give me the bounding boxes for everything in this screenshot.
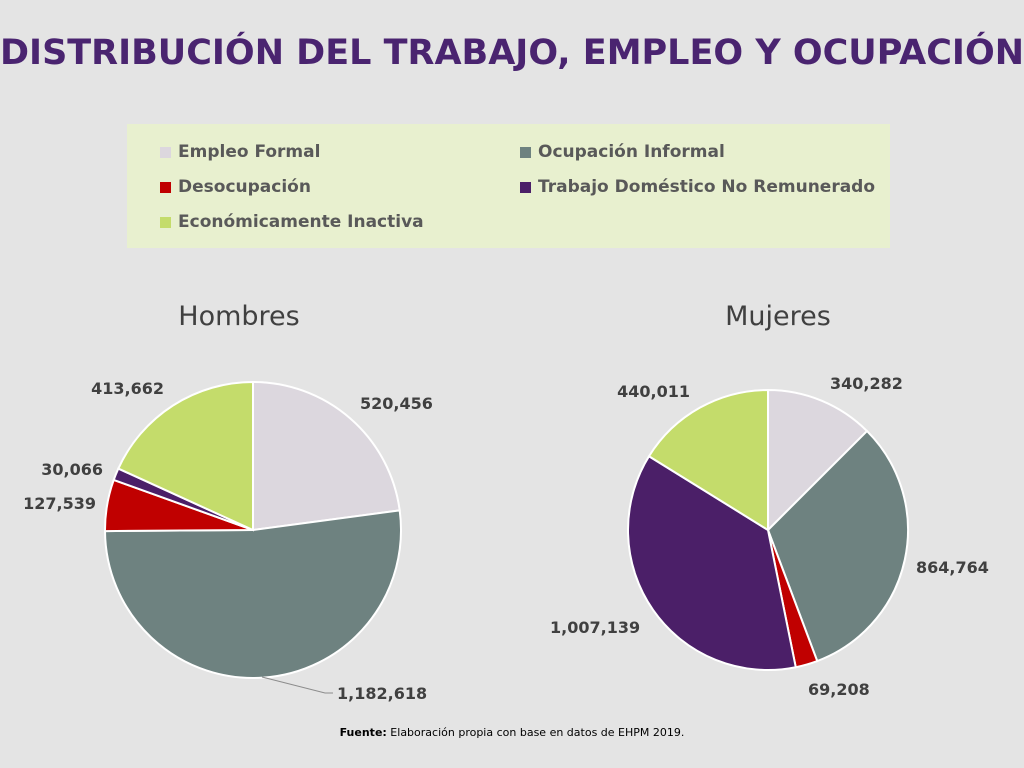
legend-label: Trabajo Doméstico No Remunerado xyxy=(538,177,876,197)
legend-swatch-empleo-formal xyxy=(160,146,171,158)
data-label-empleo-formal: 340,282 xyxy=(830,374,903,393)
legend-swatch-ocupacion-informal xyxy=(520,146,531,158)
legend-swatch-trabajo-domestico xyxy=(520,181,531,193)
pie-slice-economicamente-inactiva xyxy=(117,380,254,532)
data-label-ocupacion-informal: 864,764 xyxy=(916,558,989,577)
data-label-trabajo-domestico: 30,066 xyxy=(41,460,103,479)
leader-line xyxy=(261,676,333,694)
chart-title-hombres: Hombres xyxy=(178,301,300,332)
legend-label: Desocupación xyxy=(178,177,311,197)
legend-item-desocupacion: Desocupación xyxy=(160,177,311,197)
pie-slice-ocupacion-informal xyxy=(766,429,909,663)
chart-title-mujeres: Mujeres xyxy=(725,301,831,332)
pie-slice-economicamente-inactiva xyxy=(647,388,769,532)
footnote-text: Elaboración propia con base en datos de … xyxy=(386,726,685,739)
data-label-ocupacion-informal: 1,182,618 xyxy=(337,684,427,703)
legend-swatch-economicamente-inactiva xyxy=(160,216,171,228)
legend-item-empleo-formal: Empleo Formal xyxy=(160,142,320,162)
page-title: DISTRIBUCIÓN DEL TRABAJO, EMPLEO Y OCUPA… xyxy=(0,33,1024,73)
legend-label: Económicamente Inactiva xyxy=(178,212,424,232)
data-label-trabajo-domestico: 1,007,139 xyxy=(550,618,640,637)
legend-label: Empleo Formal xyxy=(178,142,321,162)
legend-item-trabajo-domestico: Trabajo Doméstico No Remunerado xyxy=(520,177,875,197)
data-label-economicamente-inactiva: 413,662 xyxy=(91,379,164,398)
legend-swatch-desocupacion xyxy=(160,181,171,193)
legend-item-economicamente-inactiva: Económicamente Inactiva xyxy=(160,212,424,232)
chart-legend: Empleo Formal Ocupación Informal Desocup… xyxy=(127,124,890,248)
pie-slice-empleo-formal xyxy=(252,380,401,532)
data-label-desocupacion: 127,539 xyxy=(23,494,96,513)
pie-slice-trabajo-domestico xyxy=(627,454,797,671)
legend-item-ocupacion-informal: Ocupación Informal xyxy=(520,142,725,162)
legend-label: Ocupación Informal xyxy=(538,142,725,162)
pie-slice-empleo-formal xyxy=(767,388,869,533)
data-label-economicamente-inactiva: 440,011 xyxy=(617,382,690,401)
data-label-desocupacion: 69,208 xyxy=(808,680,870,699)
footnote-prefix: Fuente: xyxy=(339,726,387,739)
data-label-empleo-formal: 520,456 xyxy=(360,394,433,413)
source-footnote: Fuente: Elaboración propia con base en d… xyxy=(0,726,1024,739)
